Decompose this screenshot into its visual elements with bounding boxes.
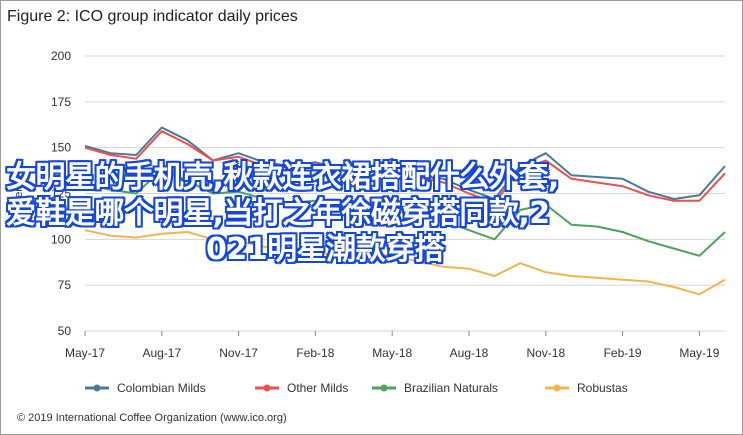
y-axis-label: US cents/lb xyxy=(13,165,25,221)
y-tick-label: 125 xyxy=(51,187,71,201)
series-line-colombian xyxy=(84,126,726,200)
x-tick-label: Feb-18 xyxy=(296,346,334,360)
overlay-line-2: 爱鞋是哪个明星,当打之年徐磁穿搭同款,2 xyxy=(6,196,550,231)
copyright-notice: © 2019 International Coffee Organization… xyxy=(17,412,287,424)
overlay-line-1: 女明星的手机壳,秋款连衣裙搭配什么外套, xyxy=(6,160,559,195)
legend-label-other: Other Milds xyxy=(287,381,348,395)
legend-label-brazilian: Brazilian Naturals xyxy=(404,381,498,395)
x-tick-label: May-17 xyxy=(65,346,105,360)
y-tick-label: 175 xyxy=(51,95,71,109)
legend-marker-brazilian xyxy=(380,384,388,392)
y-tick-label: 100 xyxy=(51,232,71,246)
series-line-other xyxy=(84,130,726,204)
overlay-text: 女明星的手机壳,秋款连衣裙搭配什么外套, 爱鞋是哪个明星,当打之年徐磁穿搭同款,… xyxy=(6,160,731,268)
x-tick-label: May-18 xyxy=(372,346,412,360)
legend-label-robustas: Robustas xyxy=(577,381,628,395)
y-tick-label: 75 xyxy=(58,278,72,292)
y-tick-label: 50 xyxy=(58,324,72,338)
x-tick-label: Feb-19 xyxy=(604,346,642,360)
overlay-line-3: 021明星潮款穿搭 xyxy=(206,232,445,267)
y-tick-label: 150 xyxy=(51,141,71,155)
x-tick-label: Nov-18 xyxy=(526,346,565,360)
x-tick-label: Nov-17 xyxy=(219,346,258,360)
legend-marker-colombian xyxy=(93,384,101,392)
x-tick-label: Aug-18 xyxy=(450,346,489,360)
series-line-brazilian xyxy=(84,168,726,257)
legend-marker-other xyxy=(263,384,271,392)
legend-marker-robustas xyxy=(553,384,561,392)
y-tick-label: 200 xyxy=(51,49,71,63)
legend-label-colombian: Colombian Milds xyxy=(117,381,206,395)
x-tick-label: Aug-17 xyxy=(142,346,181,360)
chart-title: Figure 2: ICO group indicator daily pric… xyxy=(7,8,298,25)
series-line-robustas xyxy=(84,229,726,296)
x-tick-label: May-19 xyxy=(679,346,719,360)
